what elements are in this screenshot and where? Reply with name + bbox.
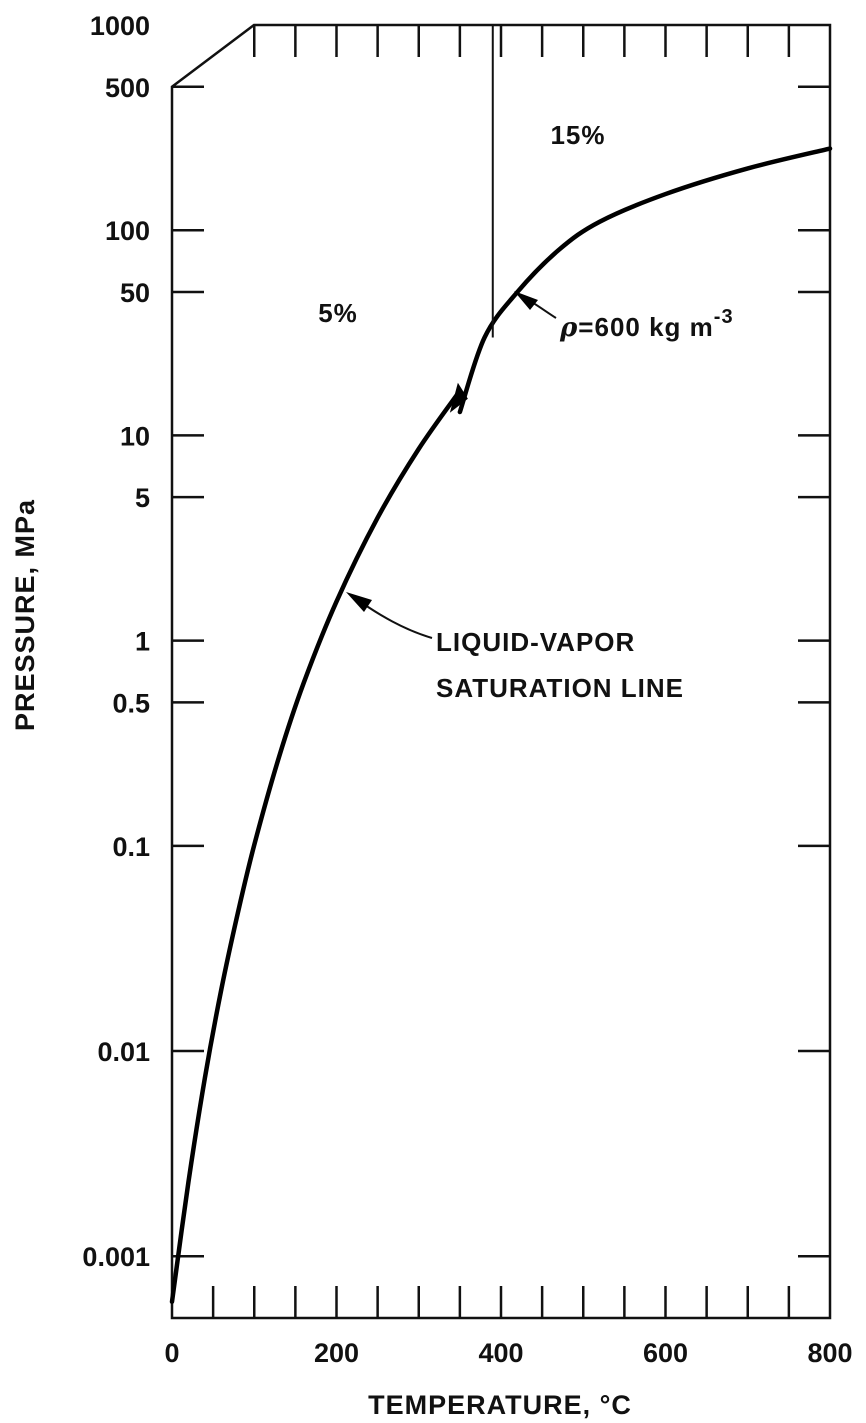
saturation-label-line2: SATURATION LINE <box>436 673 684 703</box>
y-tick-label: 500 <box>105 73 150 103</box>
tick-labels: 0.001 0.01 0.1 0.5 1 5 10 50 100 500 1000 0 200 400 60… <box>82 11 852 1368</box>
density-arrow-head <box>514 291 538 310</box>
plot-frame <box>170 23 832 1320</box>
y-tick-label: 0.01 <box>97 1037 150 1067</box>
x-tick-label: 200 <box>314 1338 359 1368</box>
y-axis-title: PRESSURE, MPa <box>10 499 40 731</box>
x-tick-label: 800 <box>807 1338 852 1368</box>
saturation-label-line1: LIQUID-VAPOR <box>436 627 635 657</box>
y-tick-label: 10 <box>120 421 150 451</box>
saturation-arrow-head <box>346 592 372 612</box>
axis-ticks <box>172 25 830 1318</box>
y-tick-label: 1000 <box>90 11 150 41</box>
series-lines <box>169 25 833 1304</box>
x-tick-label: 0 <box>164 1338 179 1368</box>
y-tick-label: 0.1 <box>112 832 150 862</box>
x-tick-label: 600 <box>643 1338 688 1368</box>
x-tick-label: 400 <box>478 1338 523 1368</box>
y-tick-label: 0.001 <box>82 1242 150 1272</box>
saturation-line <box>169 388 463 1304</box>
y-tick-label: 0.5 <box>112 688 150 718</box>
y-tick-label: 5 <box>135 483 150 513</box>
x-axis-title: TEMPERATURE, °C <box>368 1390 632 1420</box>
plot-frame-outline <box>170 23 832 1320</box>
saturation-line-arrowhead <box>449 382 468 413</box>
density-600-line <box>457 146 833 415</box>
y-tick-label: 50 <box>120 278 150 308</box>
y-tick-label: 100 <box>105 216 150 246</box>
region-label-15pct: 15% <box>550 120 605 150</box>
density-annotation: ρ=600 kg m-3 <box>559 306 734 343</box>
y-tick-label: 1 <box>135 627 150 657</box>
region-label-5pct: 5% <box>318 298 358 328</box>
